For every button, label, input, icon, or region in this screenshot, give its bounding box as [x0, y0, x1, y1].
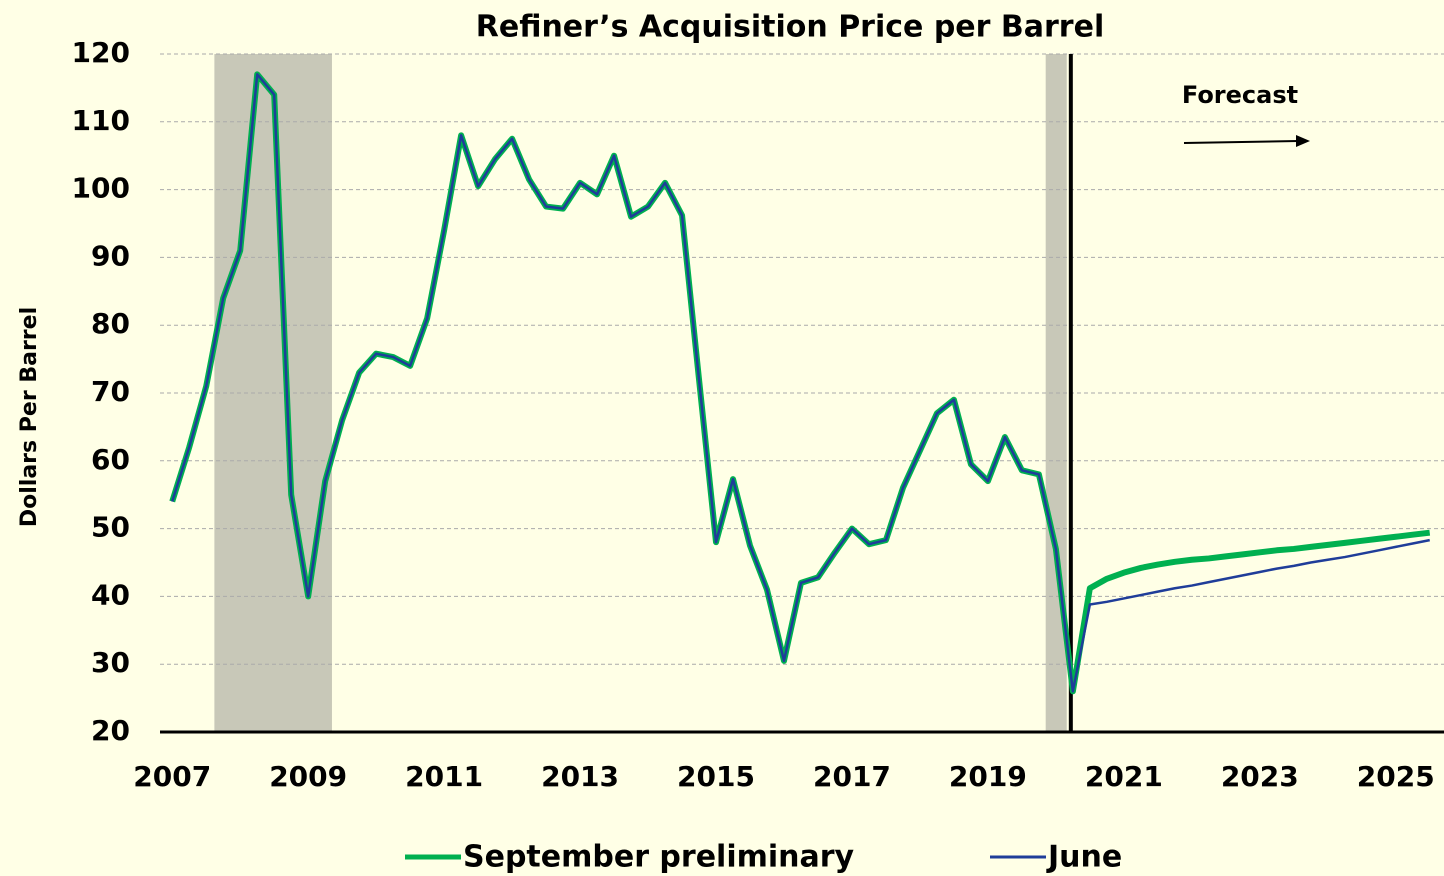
- annotation: Forecast: [1182, 81, 1298, 109]
- legend-label: June: [1046, 840, 1122, 875]
- y-tick-label: 100: [72, 172, 130, 205]
- y-tick-label: 90: [91, 239, 130, 272]
- y-tick-label: 50: [91, 511, 130, 544]
- y-tick-label: 40: [91, 578, 130, 611]
- series-line: [171, 73, 1430, 693]
- y-tick-label: 20: [91, 714, 130, 747]
- y-tick-label: 80: [91, 307, 130, 340]
- y-tick-label: 110: [72, 104, 130, 137]
- y-tick-label: 60: [91, 443, 130, 476]
- x-tick-label: 2017: [813, 760, 891, 793]
- x-tick-label: 2025: [1357, 760, 1435, 793]
- legend-label: September preliminary: [463, 840, 855, 875]
- x-tick-label: 2023: [1221, 760, 1299, 793]
- y-tick-label: 70: [91, 375, 130, 408]
- chart-title: Refiner’s Acquisition Price per Barrel: [476, 10, 1104, 45]
- x-tick-label: 2009: [269, 760, 347, 793]
- x-tick-label: 2015: [677, 760, 755, 793]
- y-axis-label: Dollars Per Barrel: [17, 307, 42, 527]
- arrow-head: [1296, 135, 1310, 147]
- x-tick-label: 2019: [949, 760, 1027, 793]
- x-tick-label: 2021: [1085, 760, 1163, 793]
- x-tick-label: 2007: [133, 760, 211, 793]
- x-tick-label: 2013: [541, 760, 619, 793]
- x-tick-label: 2011: [405, 760, 483, 793]
- y-tick-label: 30: [91, 646, 130, 679]
- arrow: [1183, 140, 1299, 144]
- y-tick-label: 120: [72, 36, 130, 69]
